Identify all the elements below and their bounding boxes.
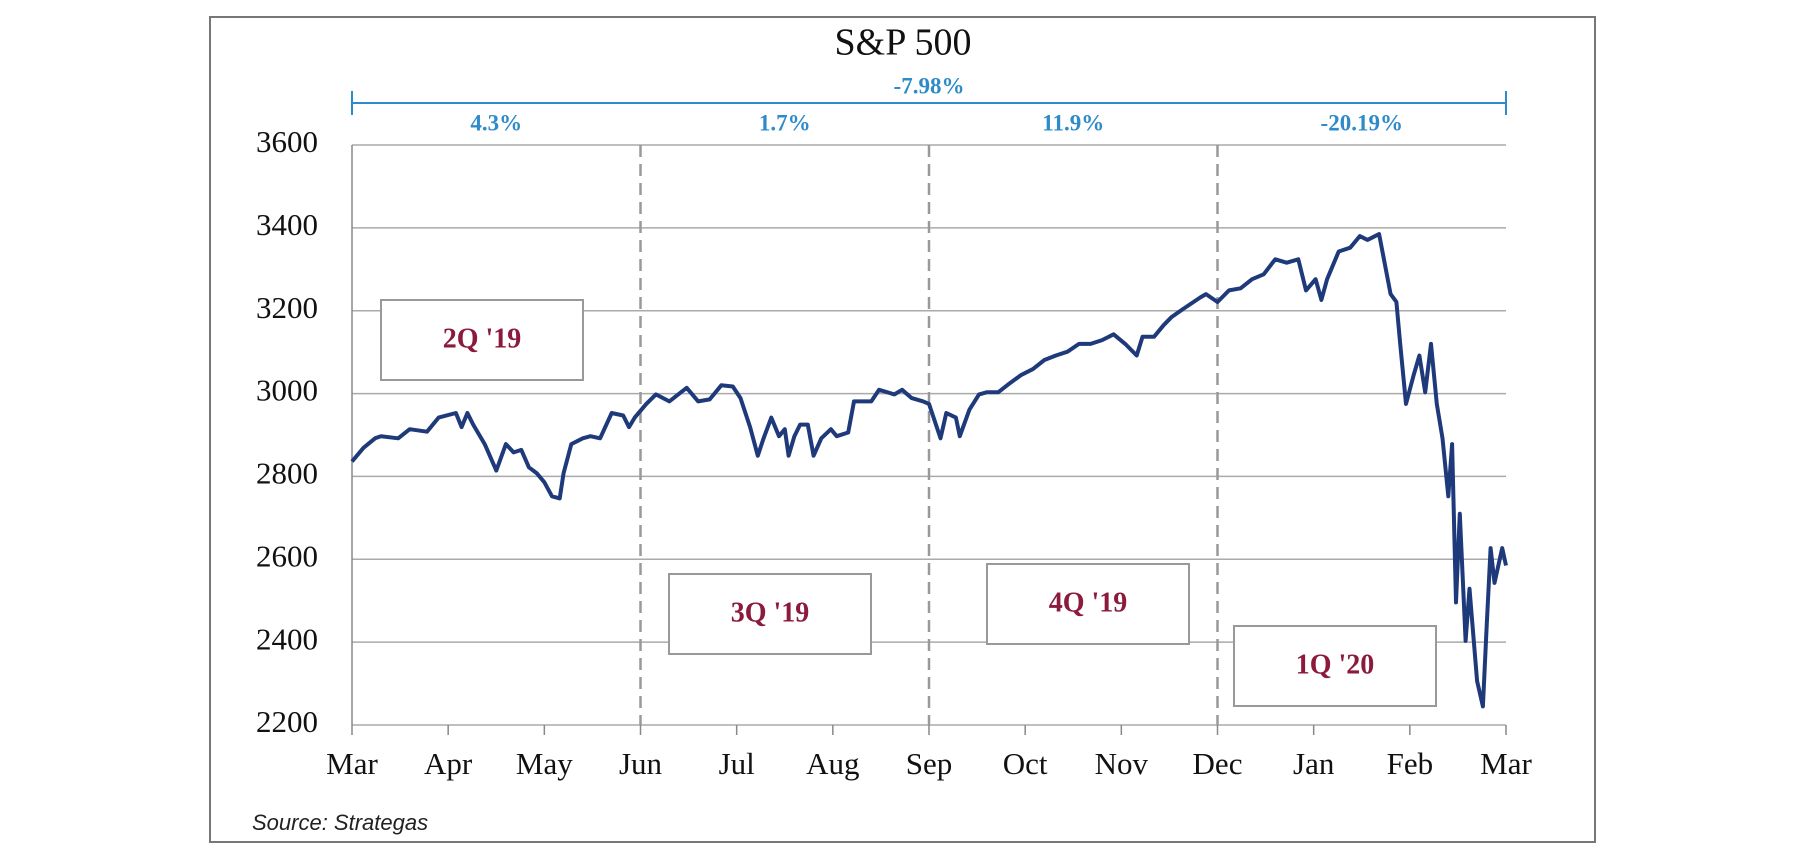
x-tick-label: Nov: [1095, 746, 1149, 781]
y-tick-label: 2400: [256, 621, 318, 656]
quarter-box: [1233, 625, 1437, 707]
x-tick-label: Jan: [1293, 746, 1335, 781]
x-tick-label: Feb: [1387, 746, 1434, 781]
chart-title: S&P 500: [835, 22, 972, 64]
y-tick-label: 2600: [256, 538, 318, 573]
y-tick-label: 3200: [256, 290, 318, 325]
x-tick-label: Sep: [906, 746, 953, 781]
y-tick-label: 2800: [256, 456, 318, 491]
price-line: [350, 232, 1508, 709]
x-tick-label: May: [516, 746, 573, 781]
quarter-box: [986, 563, 1190, 645]
total-return: -7.98%: [894, 73, 965, 98]
quarter-return: -20.19%: [1321, 110, 1403, 135]
x-tick-label: Mar: [1480, 746, 1532, 781]
quarter-label: 4Q '19: [1049, 587, 1128, 618]
quarter-label: 2Q '19: [443, 323, 522, 354]
quarter-box: [668, 573, 872, 655]
quarter-label: 3Q '19: [731, 597, 810, 628]
x-tick-label: Jun: [619, 746, 663, 781]
frame: [209, 16, 1596, 843]
source: Source: Strategas: [252, 810, 428, 835]
quarter-return: 4.3%: [470, 110, 522, 135]
y-tick-label: 2200: [256, 704, 318, 739]
x-tick-label: Dec: [1193, 746, 1243, 781]
quarter-label: 1Q '20: [1296, 649, 1375, 680]
y-tick-label: 3000: [256, 373, 318, 408]
quarter-return: 11.9%: [1042, 110, 1104, 135]
x-tick-label: Aug: [806, 746, 859, 781]
y-tick-label: 3600: [256, 124, 318, 159]
quarter-return: 1.7%: [759, 110, 811, 135]
quarter-box: [380, 299, 584, 381]
x-tick-label: Jul: [719, 746, 755, 781]
x-tick-label: Oct: [1003, 746, 1048, 781]
y-tick-label: 3400: [256, 207, 318, 242]
x-tick-label: Apr: [424, 746, 473, 781]
x-tick-label: Mar: [326, 746, 378, 781]
